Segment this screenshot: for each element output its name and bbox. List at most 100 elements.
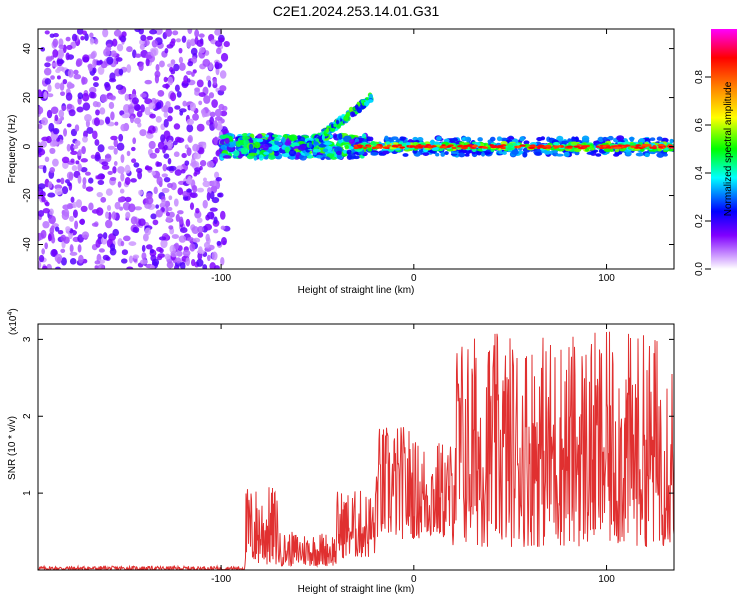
colorbar-label: Normalized spectral amplitude — [723, 81, 734, 216]
heatmap-cell — [167, 76, 174, 86]
heatmap-cell — [625, 152, 632, 156]
heatmap-cell — [80, 158, 88, 163]
heatmap-cell — [215, 177, 222, 182]
heatmap-cell — [658, 143, 665, 147]
heatmap-cell — [180, 262, 186, 269]
heatmap-cell — [110, 135, 118, 141]
heatmap-cell — [170, 38, 176, 44]
heatmap-cell — [248, 143, 254, 150]
heatmap-cell — [202, 264, 208, 269]
heatmap-cell — [629, 136, 634, 142]
spectrogram-xlabel: Height of straight line (km) — [298, 285, 415, 296]
heatmap-cell — [100, 196, 107, 203]
heatmap-cell — [66, 81, 73, 90]
heatmap-cell — [440, 151, 446, 157]
heatmap-cell — [344, 144, 349, 150]
heatmap-cell — [150, 213, 157, 220]
heatmap-cell — [92, 100, 99, 108]
heatmap-cell — [623, 141, 631, 145]
heatmap-cell — [149, 264, 155, 269]
heatmap-cell — [343, 115, 350, 122]
heatmap-cell — [256, 133, 263, 140]
heatmap-cell — [412, 136, 419, 141]
heatmap-cell — [131, 97, 139, 105]
heatmap-cell — [370, 140, 376, 146]
heatmap-cell — [82, 136, 88, 143]
heatmap-cell — [211, 99, 218, 108]
figure-title: C2E1.2024.253.14.01.G31 — [273, 3, 440, 19]
heatmap-cell — [66, 123, 72, 128]
heatmap-cell — [368, 136, 374, 142]
heatmap-cell — [167, 139, 173, 149]
heatmap-cell — [207, 79, 212, 88]
heatmap-cell — [89, 32, 94, 38]
heatmap-cell — [523, 140, 530, 145]
heatmap-cell — [363, 146, 367, 150]
heatmap-cell — [52, 127, 60, 135]
heatmap-cell — [70, 196, 75, 203]
heatmap-cell — [614, 146, 622, 149]
heatmap-cell — [436, 136, 442, 141]
heatmap-cell — [88, 202, 94, 211]
heatmap-cell — [69, 258, 77, 265]
heatmap-cell — [566, 145, 573, 148]
heatmap-cell — [522, 151, 528, 158]
heatmap-cell — [214, 136, 218, 146]
heatmap-cell — [50, 225, 55, 230]
heatmap-cell — [67, 69, 74, 78]
heatmap-cell — [155, 204, 159, 209]
heatmap-cell — [106, 43, 112, 48]
heatmap-cell — [148, 102, 156, 110]
heatmap-cell — [121, 249, 129, 256]
heatmap-cell — [189, 202, 195, 210]
heatmap-cell — [308, 142, 313, 149]
heatmap-cell — [103, 48, 111, 57]
heatmap-cell — [126, 46, 133, 53]
heatmap-cell — [163, 153, 170, 159]
heatmap-cell — [206, 75, 211, 82]
heatmap-cell — [68, 109, 76, 117]
heatmap-cell — [176, 91, 182, 98]
heatmap-cell — [147, 125, 156, 134]
heatmap-cell — [52, 49, 59, 58]
heatmap-cell — [145, 54, 153, 59]
heatmap-cell — [77, 175, 82, 184]
heatmap-cell — [140, 104, 145, 113]
heatmap-cell — [120, 240, 125, 247]
heatmap-cell — [168, 225, 174, 230]
heatmap-cell — [38, 106, 44, 115]
heatmap-cell — [73, 73, 82, 80]
heatmap-cell — [363, 101, 370, 107]
heatmap-cell — [181, 190, 190, 197]
heatmap-cell — [412, 149, 418, 154]
heatmap-cell — [399, 146, 406, 149]
heatmap-cell — [176, 250, 183, 257]
heatmap-cell — [161, 106, 168, 113]
heatmap-cell — [41, 196, 46, 203]
heatmap-cell — [77, 163, 82, 172]
heatmap-cell — [69, 251, 78, 256]
heatmap-cell — [185, 177, 192, 185]
spectrogram-ytick-label: 0 — [22, 143, 33, 149]
heatmap-cell — [297, 144, 307, 151]
heatmap-cell — [173, 123, 181, 130]
heatmap-cell — [128, 203, 136, 213]
heatmap-cell — [187, 61, 194, 67]
heatmap-cell — [84, 33, 89, 41]
heatmap-cell — [220, 110, 228, 117]
heatmap-cell — [113, 29, 122, 37]
snr-xlabel: Height of straight line (km) — [298, 584, 415, 595]
heatmap-cell — [83, 130, 88, 139]
heatmap-cell — [140, 34, 147, 41]
heatmap-cell — [114, 201, 121, 210]
snr-xtick-label: 0 — [411, 574, 417, 585]
heatmap-cell — [191, 226, 200, 235]
heatmap-cell — [138, 218, 146, 226]
heatmap-cell — [258, 154, 264, 161]
heatmap-cell — [165, 211, 170, 217]
heatmap-cell — [47, 192, 56, 198]
heatmap-cell — [82, 56, 90, 63]
heatmap-cell — [656, 136, 663, 141]
heatmap-cell — [196, 258, 204, 267]
heatmap-cell — [167, 206, 173, 212]
